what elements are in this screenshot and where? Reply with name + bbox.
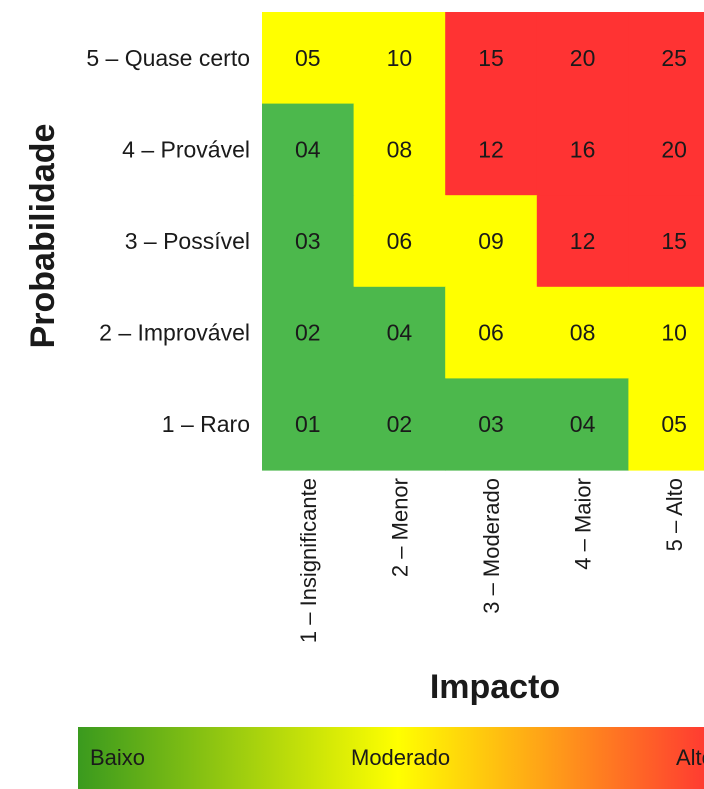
- risk-matrix: 05 10 15 20 25 04 08 12 16 20 03 06 09 12 15 02 04 06 08 10…: [24, 12, 704, 706]
- cell-value: 12: [570, 228, 596, 254]
- cell-value: 16: [570, 136, 596, 162]
- matrix-cell: [353, 103, 446, 196]
- cell-value: 08: [570, 320, 596, 346]
- matrix-cell: [445, 103, 538, 196]
- matrix-cell: [628, 103, 704, 196]
- cell-value: 04: [387, 320, 413, 346]
- matrix-cell: [536, 195, 629, 288]
- row-label: 3 – Possível: [125, 228, 250, 254]
- legend-label-low: Baixo: [90, 745, 146, 770]
- cell-value: 05: [295, 45, 321, 71]
- matrix-cell: [536, 378, 629, 471]
- column-label: 1 – Insignificante: [296, 478, 321, 643]
- column-labels: 1 – Insignificante 2 – Menor 3 – Moderado 4…: [296, 478, 687, 643]
- cell-value: 02: [387, 411, 413, 437]
- matrix-cell: [353, 12, 446, 105]
- matrix-cell: [445, 286, 538, 379]
- cell-value: 04: [570, 411, 596, 437]
- matrix-cell: [445, 378, 538, 471]
- cell-value: 05: [661, 411, 687, 437]
- matrix-cell: [628, 378, 704, 471]
- cell-value: 06: [387, 228, 413, 254]
- cell-value: 15: [661, 228, 687, 254]
- row-label: 2 – Improvável: [99, 320, 250, 346]
- cell-value: 25: [661, 45, 687, 71]
- column-label: 2 – Menor: [387, 478, 412, 577]
- matrix-cell: [353, 378, 446, 471]
- matrix-cell: [445, 12, 538, 105]
- cell-value: 20: [570, 45, 596, 71]
- y-axis-title: Probabilidade: [24, 124, 62, 349]
- cell-value: 08: [387, 136, 413, 162]
- cell-value: 03: [295, 228, 321, 254]
- legend-label-moderate: Moderado: [351, 745, 451, 770]
- matrix-cell: [536, 103, 629, 196]
- x-axis-title: Impacto: [430, 668, 560, 706]
- cell-value: 15: [478, 45, 504, 71]
- matrix-cell: [262, 195, 355, 288]
- matrix-cell: [628, 286, 704, 379]
- cell-value: 06: [478, 320, 504, 346]
- cell-value: 10: [387, 45, 413, 71]
- cell-value: 12: [478, 136, 504, 162]
- cell-value: 20: [661, 136, 687, 162]
- matrix-cell: [628, 195, 704, 288]
- legend-label-high: Alto: [676, 745, 704, 770]
- column-label: 4 – Maior: [571, 478, 596, 570]
- matrix-cell: [262, 286, 355, 379]
- cell-value: 10: [661, 320, 687, 346]
- column-label: 5 – Alto: [662, 478, 687, 551]
- matrix-cell: [445, 195, 538, 288]
- row-label: 1 – Raro: [162, 411, 250, 437]
- cell-value: 03: [478, 411, 504, 437]
- matrix-cell: [353, 286, 446, 379]
- row-label: 4 – Provável: [122, 136, 250, 162]
- matrix-cell: [262, 12, 355, 105]
- matrix-cell: [628, 12, 704, 105]
- matrix-cell: [536, 286, 629, 379]
- matrix-cell: [262, 378, 355, 471]
- column-label: 3 – Moderado: [479, 478, 504, 614]
- cell-value: 01: [295, 411, 321, 437]
- matrix-cell: [536, 12, 629, 105]
- matrix-cell: [262, 103, 355, 196]
- row-labels: 5 – Quase certo 4 – Provável 3 – Possível 2…: [86, 45, 250, 437]
- cell-value: 02: [295, 320, 321, 346]
- row-label: 5 – Quase certo: [86, 45, 250, 71]
- cell-value: 04: [295, 136, 321, 162]
- legend-gradient-bar: [78, 727, 704, 789]
- cell-value: 09: [478, 228, 504, 254]
- matrix-cells: 05 10 15 20 25 04 08 12 16 20 03 06 09 12 15 02 04 06 08 10…: [262, 12, 704, 471]
- matrix-cell: [353, 195, 446, 288]
- color-legend: Baixo Moderado Alto: [78, 727, 704, 789]
